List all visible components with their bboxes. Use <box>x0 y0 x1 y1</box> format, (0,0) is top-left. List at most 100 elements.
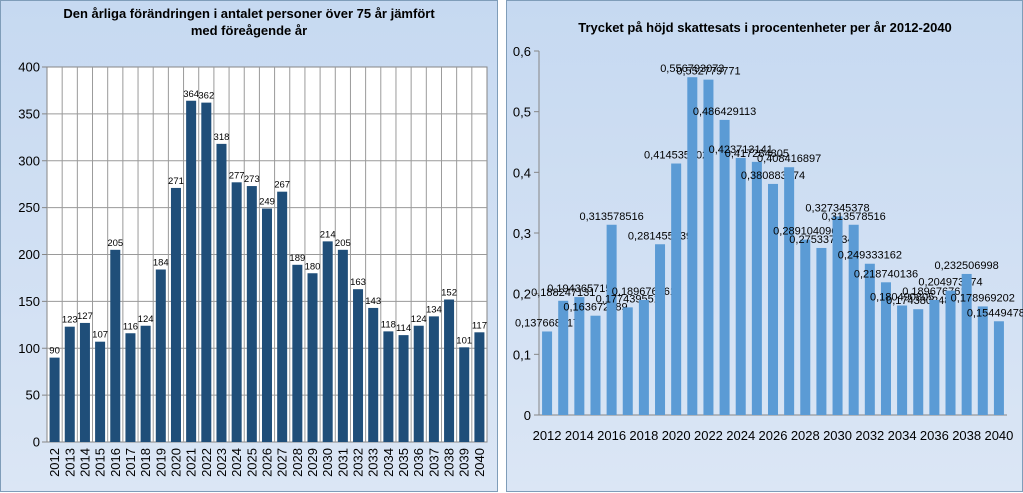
x-tick-label: 2028 <box>290 448 305 477</box>
data-label: 0,137668617 <box>515 317 579 329</box>
bar <box>767 183 779 415</box>
bar <box>719 119 730 416</box>
bar <box>945 290 956 415</box>
bar <box>961 273 972 415</box>
x-tick-label: 2038 <box>442 448 457 477</box>
data-label: 0,249333162 <box>838 250 902 262</box>
x-tick-label: 2032 <box>351 448 366 477</box>
bar <box>459 347 470 442</box>
x-tick-label: 2025 <box>244 448 259 477</box>
data-label: 364 <box>183 89 199 100</box>
chart-title: med föreågende år <box>191 23 307 38</box>
data-label: 0,313578516 <box>580 211 644 223</box>
data-label: 0,178969202 <box>951 292 1015 304</box>
bar <box>542 331 553 415</box>
bar <box>231 182 242 442</box>
x-tick-label: 2032 <box>855 428 884 443</box>
data-label: 362 <box>198 91 214 102</box>
bar <box>816 247 827 415</box>
chart-panel-right: Trycket på höjd skattesats i procentenhe… <box>506 0 1023 492</box>
bar <box>993 321 1004 415</box>
data-label: 116 <box>123 321 138 332</box>
data-label: 267 <box>274 180 290 191</box>
data-label: 0,313578516 <box>822 211 886 223</box>
data-label: 0,154494781 <box>967 307 1023 319</box>
y-tick-label: 350 <box>18 106 40 121</box>
bar <box>155 269 166 442</box>
data-label: 0,194365715 <box>547 283 611 295</box>
y-tick-label: 0,1 <box>513 347 531 362</box>
bar <box>186 100 197 442</box>
chart-title: Den årliga förändringen i antalet person… <box>63 6 435 21</box>
data-label: 0,189676761 <box>612 286 676 298</box>
bar <box>913 309 924 415</box>
chart-panel-left: Den årliga förändringen i antalet person… <box>0 0 498 492</box>
y-tick-label: 0,5 <box>513 105 531 120</box>
x-tick-label: 2033 <box>366 448 381 477</box>
x-tick-label: 2016 <box>108 448 123 477</box>
data-label: 0,188247131 <box>531 287 595 299</box>
x-tick-label: 2023 <box>214 448 229 477</box>
bar <box>897 305 908 415</box>
bar <box>929 299 940 415</box>
x-tick-label: 2036 <box>920 428 949 443</box>
x-tick-label: 2034 <box>888 428 917 443</box>
data-label: 189 <box>289 253 305 264</box>
bar <box>201 102 212 442</box>
x-tick-label: 2040 <box>984 428 1013 443</box>
data-label: 277 <box>229 170 245 181</box>
x-tick-label: 2017 <box>123 448 138 477</box>
bar <box>606 224 617 415</box>
x-tick-label: 2026 <box>759 428 788 443</box>
x-tick-label: 2016 <box>597 428 626 443</box>
x-tick-label: 2030 <box>823 428 852 443</box>
bar <box>474 332 485 442</box>
x-tick-label: 2024 <box>229 448 244 477</box>
y-tick-label: 300 <box>18 153 40 168</box>
data-label: 180 <box>305 261 321 272</box>
bar <box>622 307 633 415</box>
bar <box>64 326 75 442</box>
y-tick-label: 0,6 <box>513 44 531 59</box>
data-label: 0,281455839 <box>628 230 692 242</box>
y-tick-label: 200 <box>18 247 40 262</box>
bar <box>590 315 601 415</box>
data-label: 118 <box>381 319 396 330</box>
data-label: 0,204973274 <box>918 277 982 289</box>
x-tick-label: 2014 <box>77 448 92 477</box>
data-label: 124 <box>138 314 154 325</box>
data-label: 0,417284805 <box>725 148 789 160</box>
x-tick-label: 2039 <box>457 448 472 477</box>
bar <box>444 299 455 442</box>
bar <box>337 249 348 442</box>
bar <box>353 289 364 442</box>
x-tick-label: 2020 <box>168 448 183 477</box>
data-label: 0,423713141 <box>709 144 773 156</box>
x-tick-label: 2014 <box>565 428 594 443</box>
x-tick-label: 2018 <box>629 428 658 443</box>
data-label: 205 <box>335 238 351 249</box>
bar <box>735 157 746 415</box>
bar <box>428 316 439 442</box>
bar <box>703 79 714 415</box>
bar-chart-tax-pressure: Trycket på höjd skattesats i procentenhe… <box>513 20 1023 443</box>
bar <box>880 282 891 415</box>
data-label: 273 <box>244 174 260 185</box>
bar <box>110 249 121 442</box>
data-label: 0,327345378 <box>805 202 869 214</box>
data-label: 0,552779771 <box>676 66 740 78</box>
y-tick-label: 0,4 <box>513 165 531 180</box>
x-tick-label: 2040 <box>472 448 487 477</box>
data-label: 152 <box>441 288 457 299</box>
y-tick-label: 0 <box>33 435 40 450</box>
bar <box>398 335 409 442</box>
y-tick-label: 0,2 <box>513 287 531 302</box>
bar <box>170 187 181 442</box>
data-label: 0,275337234 <box>789 234 853 246</box>
data-label: 134 <box>426 304 442 315</box>
data-label: 143 <box>365 296 381 307</box>
chart-title: Trycket på höjd skattesats i procentenhe… <box>578 20 952 35</box>
bar <box>558 300 569 415</box>
data-label: 0,380883174 <box>741 170 805 182</box>
data-label: 114 <box>396 323 411 334</box>
